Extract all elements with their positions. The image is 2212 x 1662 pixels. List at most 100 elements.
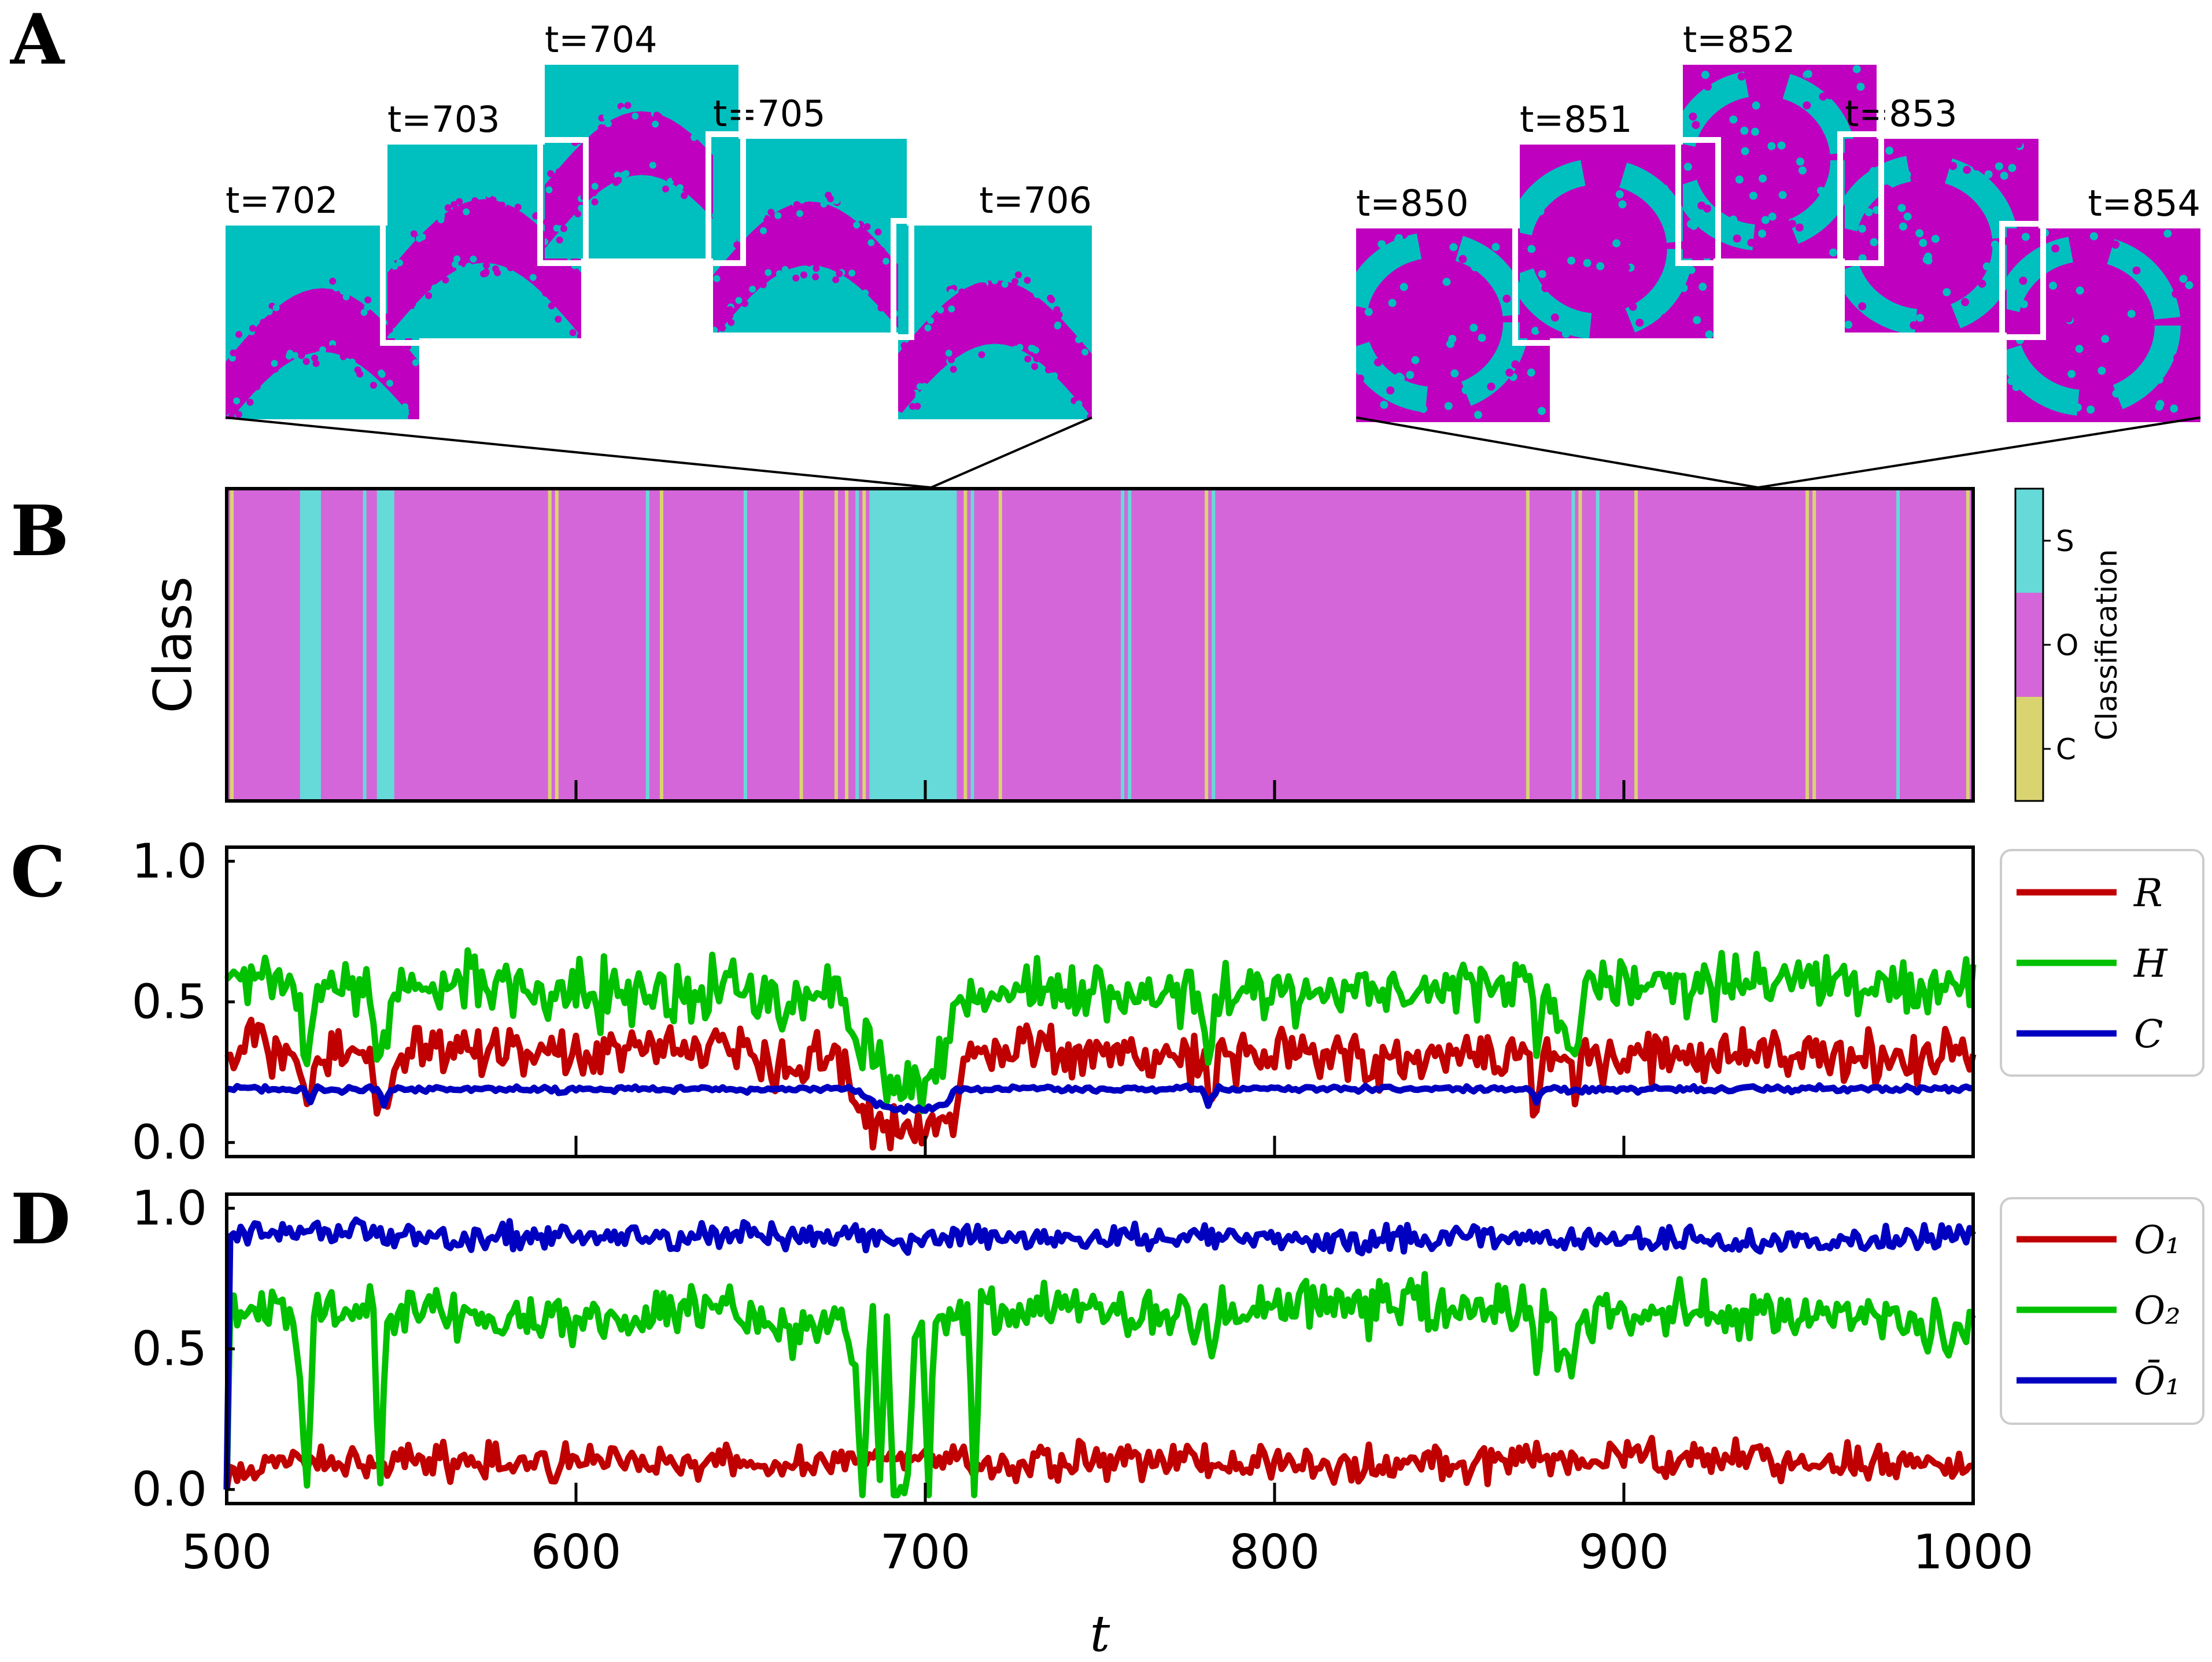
snapshot-separator bbox=[1512, 137, 1721, 346]
class-segment-C bbox=[998, 489, 1002, 801]
snapshot-separator bbox=[706, 131, 914, 340]
legend-label-O2: O₂ bbox=[2134, 1288, 2181, 1333]
snapshot-group-t850-854: t=850 t=851 t=852 t=853 t=854 bbox=[1356, 19, 2208, 430]
class-segment-C bbox=[1966, 489, 1970, 801]
class-segment-S bbox=[376, 489, 394, 801]
zoom-line-right-b bbox=[1757, 416, 2201, 489]
panel-letter-c: C bbox=[10, 832, 66, 913]
class-segment-C bbox=[555, 489, 559, 801]
colorbar-o-swatch bbox=[2015, 593, 2043, 697]
y-tick-label: 0.0 bbox=[132, 1462, 207, 1517]
snapshot-separator bbox=[537, 57, 746, 266]
snapshot-separator bbox=[1999, 221, 2208, 430]
class-segment-S bbox=[1571, 489, 1575, 801]
panel-letter-b: B bbox=[10, 490, 69, 572]
y-tick-label: 0.5 bbox=[132, 1322, 207, 1377]
snapshot-label: t=854 bbox=[2088, 182, 2200, 224]
zoom-line-left-b bbox=[930, 416, 1092, 489]
x-tick-label: 1000 bbox=[1913, 1525, 2034, 1580]
class-segment-C bbox=[799, 489, 803, 801]
snapshot-separator bbox=[891, 218, 1099, 427]
class-segment-S bbox=[645, 489, 649, 801]
legend-label-O1: O₁ bbox=[2134, 1218, 2181, 1262]
order-legend: O₁ O₂ Ō₁ bbox=[2000, 1197, 2204, 1425]
y-tick-label: 1.0 bbox=[132, 834, 207, 889]
snapshot-label: t=853 bbox=[1845, 93, 1958, 135]
zoom-lines bbox=[225, 416, 2201, 489]
snapshot-label: t=703 bbox=[387, 98, 500, 141]
series-line-H bbox=[224, 947, 1977, 1114]
x-tick-label: 800 bbox=[1229, 1525, 1320, 1580]
snapshot-tile: t=852 bbox=[1683, 19, 1877, 258]
series-line-R bbox=[224, 1017, 1977, 1151]
legend-label-H: H bbox=[2133, 941, 2168, 986]
legend-label-R: R bbox=[2133, 871, 2163, 915]
class-segment-S bbox=[1596, 489, 1600, 801]
class-segment-C bbox=[834, 489, 838, 801]
order-series bbox=[223, 1216, 1976, 1498]
snapshot-label: t=850 bbox=[1356, 182, 1469, 224]
class-segment-C bbox=[862, 489, 866, 801]
class-segment-S bbox=[1121, 489, 1125, 801]
class-segment-C bbox=[1526, 489, 1530, 801]
series-line-O1 bbox=[223, 1435, 1974, 1490]
snapshot-separator bbox=[1675, 57, 1884, 266]
panel-letter-d: D bbox=[10, 1179, 71, 1260]
snapshot-label: t=705 bbox=[713, 93, 826, 135]
snapshot-separator bbox=[380, 137, 589, 346]
zoom-line-left-a bbox=[225, 416, 932, 489]
rhc-legend: RHC bbox=[2000, 849, 2204, 1077]
zoom-line-right-a bbox=[1356, 416, 1759, 489]
class-segment-C bbox=[1634, 489, 1638, 801]
snapshot-group-t702-706: t=702 t=703 t=704 t=705 t=706 bbox=[226, 19, 1099, 427]
x-tick-label: 600 bbox=[531, 1525, 622, 1580]
y-tick-label: 0.5 bbox=[132, 975, 207, 1030]
snapshot-tile: t=706 bbox=[898, 179, 1092, 419]
order-panel: 0.0 0.5 1.0 500 600 700 800 900 1000 O₁ O₂ Ō₁ t bbox=[132, 1181, 2204, 1662]
legend-label-C: C bbox=[2134, 1012, 2163, 1057]
class-strip-frame bbox=[225, 487, 1975, 803]
class-strip-background bbox=[227, 489, 1973, 801]
class-segment-C bbox=[230, 489, 234, 801]
colorbar-label: Classification bbox=[2090, 549, 2124, 741]
class-segment-C bbox=[548, 489, 552, 801]
x-tick-label: 500 bbox=[182, 1525, 272, 1580]
class-segment-S bbox=[855, 489, 859, 801]
rhc-panel: 0.0 0.5 1.0 RHC bbox=[132, 834, 2204, 1170]
class-segment-S bbox=[1212, 489, 1216, 801]
class-segment-S bbox=[1128, 489, 1132, 801]
snapshot-label: t=852 bbox=[1683, 19, 1796, 61]
snapshot-separator bbox=[1837, 131, 2046, 340]
class-segment-C bbox=[963, 489, 967, 801]
series-line-O2 bbox=[223, 1270, 1976, 1498]
class-segment-C bbox=[1578, 489, 1582, 801]
class-segment-S bbox=[300, 489, 321, 801]
class-segments bbox=[230, 489, 1970, 801]
snapshot-label: t=851 bbox=[1520, 98, 1633, 141]
class-segment-C bbox=[660, 489, 663, 801]
y-tick-label: 0.0 bbox=[132, 1116, 207, 1170]
class-segment-S bbox=[743, 489, 747, 801]
series-line-O1bar bbox=[223, 1216, 1976, 1490]
x-tick-label: 700 bbox=[880, 1525, 971, 1580]
rhc-series bbox=[224, 947, 1977, 1151]
x-tick-label: 900 bbox=[1579, 1525, 1670, 1580]
x-axis-label: t bbox=[1090, 1605, 1110, 1662]
y-tick-label: 1.0 bbox=[132, 1181, 207, 1236]
snapshot-tile: t=702 bbox=[226, 179, 419, 419]
colorbar-c-swatch bbox=[2015, 697, 2043, 801]
snapshot-tile: t=854 bbox=[2007, 182, 2200, 422]
class-segment-S bbox=[1896, 489, 1900, 801]
class-segment-S bbox=[970, 489, 974, 801]
series-line-C bbox=[227, 1082, 1974, 1115]
class-segment-C bbox=[1805, 489, 1810, 801]
class-segment-C bbox=[1205, 489, 1209, 801]
snapshot-label: t=704 bbox=[545, 19, 658, 61]
snapshot-tile: t=853 bbox=[1845, 93, 2039, 333]
class-segment-C bbox=[845, 489, 849, 801]
class-x-ticks bbox=[225, 780, 1975, 801]
colorbar-s-swatch bbox=[2015, 489, 2043, 593]
snapshot-tile: t=851 bbox=[1520, 98, 1714, 338]
class-segment-S bbox=[869, 489, 957, 801]
